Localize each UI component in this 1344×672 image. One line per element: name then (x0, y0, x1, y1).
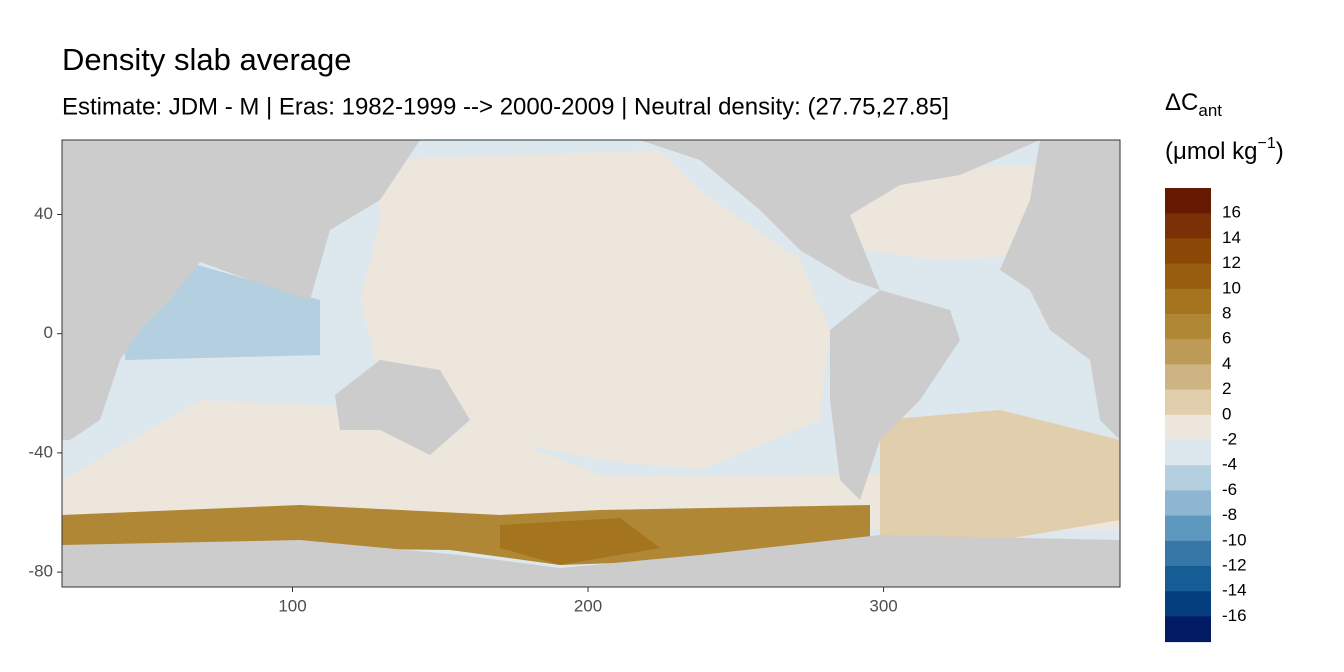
legend-label: -8 (1222, 505, 1237, 524)
legend-swatch (1165, 339, 1211, 365)
legend-label: 10 (1222, 278, 1241, 297)
legend-swatch (1165, 213, 1211, 239)
legend-swatch (1165, 515, 1211, 542)
legend-swatch (1165, 188, 1211, 214)
legend-title: ΔCant (1165, 89, 1222, 120)
legend-swatch (1165, 591, 1211, 617)
legend-swatch (1165, 238, 1211, 265)
legend-label: -16 (1222, 606, 1247, 625)
y-tick-label: 0 (44, 323, 53, 342)
legend-label: -12 (1222, 555, 1247, 574)
legend-label: 14 (1222, 228, 1241, 247)
legend-label: -6 (1222, 480, 1237, 499)
land (335, 360, 470, 455)
land (62, 140, 420, 440)
legend-label: -10 (1222, 530, 1247, 549)
legend-swatch (1165, 540, 1211, 567)
legend-swatch (1165, 440, 1211, 466)
legend-swatch (1165, 414, 1211, 441)
legend-swatch (1165, 389, 1211, 416)
legend-label: -4 (1222, 455, 1237, 474)
region (62, 505, 870, 565)
legend-swatch (1165, 566, 1211, 592)
legend-swatch (1165, 314, 1211, 340)
y-tick-label: -40 (28, 442, 53, 461)
legend-swatch (1165, 364, 1211, 391)
chart-subtitle: Estimate: JDM - M | Eras: 1982-1999 --> … (62, 93, 949, 120)
panel-border (61, 139, 1121, 588)
region (500, 518, 660, 565)
legend-swatch (1165, 616, 1211, 643)
legend-label: 16 (1222, 203, 1241, 222)
legend-swatch (1165, 288, 1211, 315)
legend-label: 8 (1222, 303, 1231, 322)
y-tick-label: -80 (28, 562, 53, 581)
land (640, 140, 1040, 290)
region (360, 150, 830, 470)
legend-label: -14 (1222, 581, 1247, 600)
legend-swatch (1165, 263, 1211, 290)
legend-label: 4 (1222, 354, 1231, 373)
legend-swatch (1165, 465, 1211, 491)
land (830, 290, 960, 500)
land (62, 535, 1120, 587)
x-tick-label: 100 (278, 596, 306, 615)
legend-label: -2 (1222, 429, 1237, 448)
legend-label: 12 (1222, 253, 1241, 272)
x-tick-label: 300 (869, 596, 897, 615)
legend-label: 2 (1222, 379, 1231, 398)
land (1000, 140, 1120, 440)
region (880, 410, 1120, 560)
legend-label: 0 (1222, 404, 1231, 423)
legend-label: 6 (1222, 329, 1231, 348)
map (61, 139, 1121, 588)
chart-title: Density slab average (62, 42, 352, 77)
x-tick-label: 200 (574, 596, 602, 615)
legend-swatch (1165, 490, 1211, 517)
region (62, 400, 1120, 530)
y-tick-label: 40 (34, 204, 53, 223)
legend-unit: (μmol kg−1) (1165, 135, 1284, 165)
